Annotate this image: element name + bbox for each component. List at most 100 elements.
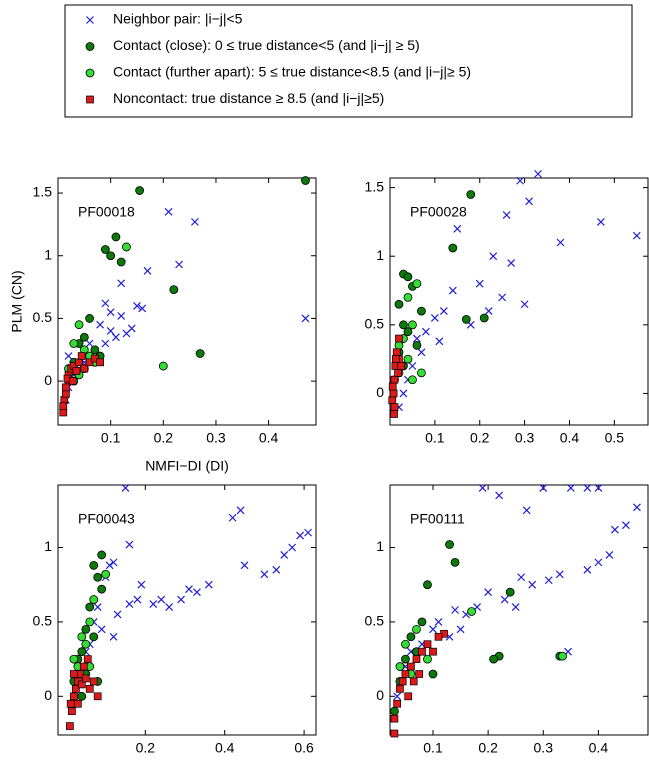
point — [301, 176, 310, 185]
x-tick-label: 0.1 — [423, 740, 443, 756]
point — [390, 706, 399, 716]
point — [109, 632, 118, 641]
point — [430, 314, 439, 322]
y-axis-label: PLM (CN) — [9, 270, 25, 332]
point — [632, 231, 641, 240]
y-tick-label: 0.5 — [33, 309, 53, 325]
axes-box — [57, 177, 317, 426]
point — [169, 285, 179, 294]
y-tick-label: 0.5 — [33, 613, 53, 629]
x-tick-label: 0.4 — [560, 430, 580, 446]
point — [137, 580, 146, 589]
point — [260, 570, 269, 579]
point — [288, 543, 297, 552]
point — [70, 692, 78, 701]
point — [390, 403, 399, 412]
point — [97, 550, 107, 560]
point — [566, 484, 575, 492]
point — [528, 580, 537, 589]
point — [407, 662, 415, 671]
point — [105, 561, 114, 570]
point — [390, 375, 399, 384]
point — [417, 368, 426, 378]
point — [109, 558, 118, 567]
point — [445, 540, 454, 549]
point — [594, 558, 603, 567]
point — [525, 197, 534, 206]
y-tick-label: 0.5 — [365, 316, 385, 332]
point — [192, 588, 201, 597]
point — [507, 259, 516, 268]
axes-box — [389, 177, 649, 426]
point — [62, 383, 70, 392]
x-tick-label: 0.5 — [605, 430, 625, 446]
legend-label: Contact (close): 0 ≤ true distance<5 (an… — [113, 37, 420, 53]
point — [190, 217, 199, 226]
point — [85, 339, 94, 348]
point — [81, 624, 91, 634]
point — [489, 654, 499, 664]
point — [164, 207, 173, 216]
point — [89, 560, 99, 570]
point — [68, 377, 77, 385]
point — [423, 640, 432, 649]
point — [423, 654, 432, 664]
axes-box — [389, 484, 649, 736]
y-tick-label: 1 — [44, 246, 52, 262]
point — [596, 217, 605, 226]
point — [435, 337, 444, 346]
point — [111, 232, 121, 242]
point — [122, 242, 131, 252]
point — [498, 293, 507, 302]
point — [394, 299, 404, 309]
point — [77, 632, 87, 642]
point — [434, 617, 443, 626]
point — [72, 367, 81, 375]
point — [96, 358, 104, 367]
point — [83, 655, 92, 663]
point — [395, 334, 403, 343]
point — [412, 279, 422, 289]
point — [304, 528, 312, 537]
point — [456, 625, 465, 634]
point — [439, 307, 448, 316]
point — [511, 603, 520, 611]
point — [66, 699, 75, 708]
point — [475, 279, 484, 288]
point — [556, 238, 565, 247]
point — [544, 576, 553, 585]
point — [390, 410, 398, 418]
point — [125, 600, 134, 608]
point — [434, 632, 443, 641]
point — [520, 300, 529, 309]
point — [428, 669, 438, 679]
point — [93, 692, 102, 701]
point — [77, 680, 86, 689]
point — [111, 333, 120, 342]
point — [522, 506, 531, 515]
x-tick-label: 0.2 — [470, 430, 490, 446]
point — [421, 327, 430, 336]
point — [116, 257, 126, 267]
point — [133, 595, 142, 604]
point — [397, 362, 406, 370]
point — [72, 685, 80, 693]
point — [394, 341, 404, 350]
point — [399, 320, 408, 330]
legend-marker — [85, 68, 95, 78]
point — [85, 602, 95, 612]
point — [117, 279, 126, 288]
point — [77, 647, 87, 657]
x-axis-label: NMFI−DI (DI) — [145, 458, 229, 474]
point — [408, 375, 417, 385]
point — [418, 647, 426, 656]
y-tick-label: 0 — [44, 372, 52, 388]
point — [392, 348, 401, 357]
point — [236, 506, 245, 515]
point — [505, 587, 515, 597]
point — [158, 361, 168, 371]
point — [106, 251, 116, 261]
point — [558, 651, 567, 661]
point — [81, 674, 90, 683]
